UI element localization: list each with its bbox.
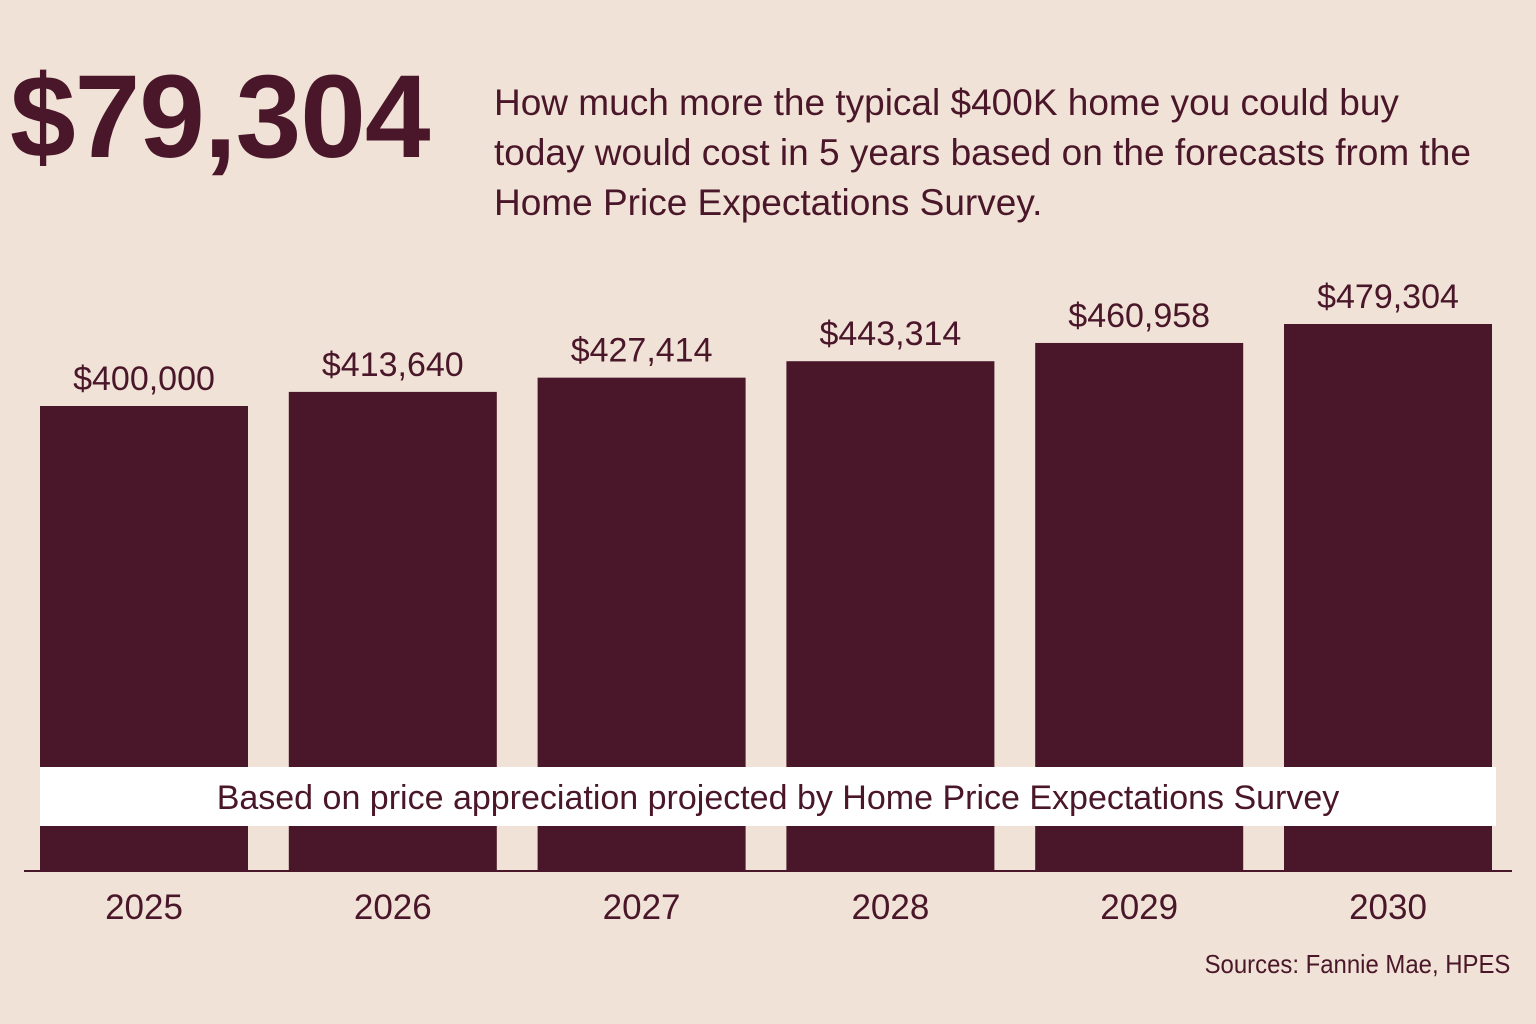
x-tick-labels: 2025 2026 2027 2028 2029 2030 (105, 888, 1427, 927)
value-label-2026: $413,640 (322, 346, 464, 384)
source-note: Sources: Fannie Mae, HPES (1204, 949, 1510, 979)
annotation-banner (40, 767, 1496, 826)
value-label-2029: $460,958 (1068, 297, 1210, 335)
value-label-2027: $427,414 (571, 332, 713, 370)
value-label-2030: $479,304 (1317, 278, 1459, 316)
x-tick-label-2030: 2030 (1349, 888, 1427, 927)
value-labels-layer: $400,000 $413,640 $427,414 $443,314 $460,958… (73, 278, 1459, 398)
headline-description: How much more the typical $400K home you… (494, 82, 1471, 223)
annotation-text: Based on price appreciation projected by… (217, 779, 1340, 817)
x-tick-label-2029: 2029 (1100, 888, 1178, 927)
x-tick-label-2026: 2026 (354, 888, 432, 927)
x-tick-label-2027: 2027 (603, 888, 681, 927)
headline-amount: $79,304 (10, 51, 431, 183)
x-tick-label-2025: 2025 (105, 888, 183, 927)
value-label-2028: $443,314 (819, 315, 961, 353)
x-tick-label-2028: 2028 (851, 888, 929, 927)
value-label-2025: $400,000 (73, 360, 215, 398)
